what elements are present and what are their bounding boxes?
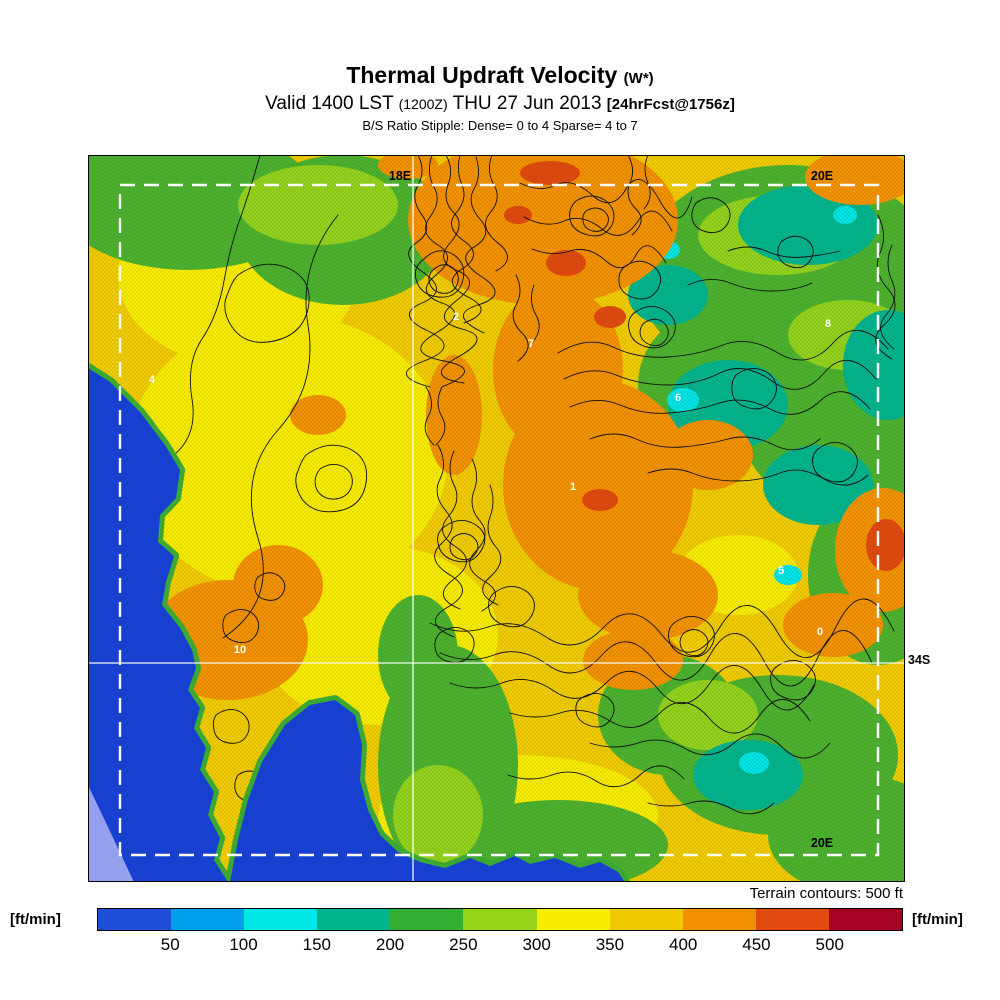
colorbar-gradient <box>97 908 903 931</box>
colorbar-segment <box>828 909 903 930</box>
colorbar-segment <box>463 909 537 930</box>
valid-date: THU 27 Jun 2013 <box>452 93 602 114</box>
colorbar-tick-label: 50 <box>160 935 180 954</box>
graticule <box>88 155 905 882</box>
contour-lines <box>173 155 896 815</box>
colorbar-tick-label: 200 <box>375 935 405 954</box>
colorbar-unit-left: [ft/min] <box>10 911 61 928</box>
map-svg <box>88 155 905 882</box>
terrain-note: Terrain contours: 500 ft <box>749 885 903 902</box>
valid-prefix: Valid 1400 LST <box>265 93 394 114</box>
colorbar-segment <box>755 909 829 930</box>
value-label: 10 <box>233 644 247 656</box>
colorbar-tick-label: 350 <box>595 935 625 954</box>
forecast-map: 18E 20E 20E 2 7 6 8 1 5 0 10 4 <box>88 155 905 882</box>
colorbar-segment <box>244 909 318 930</box>
value-label: 4 <box>148 374 156 386</box>
atlantic-ocean <box>88 368 228 882</box>
colorbar-unit-right: [ft/min] <box>912 911 963 928</box>
colorbar-segment <box>171 909 245 930</box>
colorbar-tick-label: 500 <box>815 935 844 954</box>
title-unit: (W*) <box>623 70 654 87</box>
valid-zulu: (1200Z) <box>398 96 448 112</box>
stipple-note: B/S Ratio Stipple: Dense= 0 to 4 Sparse=… <box>362 118 638 133</box>
header: Thermal Updraft Velocity (W*) Valid 1400… <box>0 62 1000 134</box>
colorbar-tick-label: 400 <box>668 935 698 954</box>
value-label: 5 <box>777 565 785 577</box>
colorbar-tick-label: 250 <box>449 935 478 954</box>
colorbar-segment <box>98 909 172 930</box>
value-label: 1 <box>569 481 577 493</box>
colorbar-segment <box>682 909 756 930</box>
corner-wedge <box>88 785 134 882</box>
value-label: 6 <box>674 392 682 404</box>
colorbar-segment <box>536 909 610 930</box>
value-label: 8 <box>824 318 832 330</box>
colorbar-tick-label: 100 <box>229 935 258 954</box>
map-title: Thermal Updraft Velocity (W*) <box>0 62 1000 92</box>
colorbar-ticks: 50 100 150 200 250 300 350 400 450 500 <box>97 935 903 955</box>
colorbar-segment <box>317 909 391 930</box>
colorbar-tick-label: 300 <box>522 935 551 954</box>
colorbar-segment <box>390 909 464 930</box>
stipple-overlay <box>88 155 905 882</box>
value-label: 0 <box>816 626 824 638</box>
coord-label-34s: 34S <box>908 653 931 667</box>
title-text: Thermal Updraft Velocity <box>346 62 618 88</box>
map-subtitle: Valid 1400 LST (1200Z) THU 27 Jun 2013 [… <box>0 92 1000 117</box>
value-label: 2 <box>452 311 460 323</box>
colorbar-tick-label: 150 <box>302 935 331 954</box>
coord-label-20e-bottom: 20E <box>810 836 834 850</box>
colorbar-tick-label: 450 <box>742 935 771 954</box>
domain-boundary-dashed-box <box>118 183 880 857</box>
valid-fcst: [24hrFcst@1756z] <box>606 96 735 113</box>
value-label: 7 <box>527 338 535 350</box>
false-bay <box>230 700 625 882</box>
colorbar-segment <box>609 909 683 930</box>
map-border <box>88 155 905 882</box>
ocean <box>88 363 630 882</box>
coord-label-20e-top: 20E <box>810 169 834 183</box>
coord-label-18e-top: 18E <box>388 169 412 183</box>
